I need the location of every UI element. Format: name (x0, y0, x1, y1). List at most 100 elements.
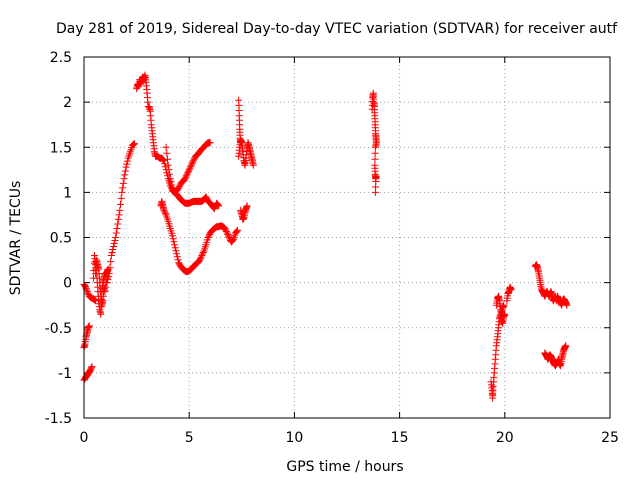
data-point (233, 227, 241, 235)
data-point (112, 234, 120, 241)
data-point (101, 288, 109, 296)
data-point (190, 155, 198, 163)
data-point (187, 161, 195, 169)
data-point (160, 206, 168, 214)
data-point (183, 170, 191, 178)
data-point (120, 175, 128, 183)
data-point (97, 310, 105, 318)
data-point (166, 170, 174, 178)
data-point (168, 184, 176, 192)
data-point (202, 193, 210, 201)
data-point (172, 247, 180, 255)
data-point (162, 143, 170, 151)
data-point (221, 225, 229, 232)
data-point (173, 250, 181, 258)
data-point (199, 250, 206, 258)
data-point (112, 229, 120, 237)
data-point (189, 158, 197, 166)
x-tick-label: 0 (80, 430, 89, 446)
data-point (196, 256, 204, 264)
data-point (171, 241, 178, 249)
data-point (159, 156, 167, 164)
data-point (168, 181, 176, 189)
data-point (174, 256, 182, 264)
data-point (131, 140, 138, 148)
data-point (105, 270, 113, 278)
data-point (224, 231, 232, 238)
data-point (115, 211, 123, 219)
y-tick-label: 2 (63, 95, 72, 111)
data-point (161, 209, 169, 217)
data-point (164, 155, 171, 163)
data-point (106, 264, 114, 272)
y-tick-label: 0.5 (50, 231, 72, 247)
data-point (88, 363, 96, 371)
data-point (105, 273, 112, 281)
y-tick-label: 1 (63, 185, 72, 201)
data-point (371, 188, 379, 196)
data-point (196, 255, 204, 263)
data-point (121, 167, 129, 175)
x-tick-label: 5 (185, 430, 194, 446)
data-point (205, 232, 213, 240)
data-point (222, 226, 230, 234)
data-point (186, 164, 194, 172)
data-point (91, 296, 99, 304)
data-point (83, 288, 91, 296)
data-point (165, 166, 173, 174)
data-point (107, 252, 115, 259)
data-point (507, 286, 515, 294)
data-point (163, 149, 171, 157)
data-point (129, 141, 137, 149)
data-point (85, 368, 93, 376)
data-point (210, 205, 218, 213)
data-point (234, 226, 242, 234)
data-point (168, 232, 176, 240)
data-point (500, 301, 508, 309)
y-tick-label: -1.5 (45, 411, 72, 427)
y-tick-label: 2.5 (50, 50, 72, 66)
data-point (161, 208, 169, 216)
grid-lines (84, 57, 610, 418)
data-point (85, 322, 93, 330)
data-point (185, 166, 193, 174)
data-point (161, 160, 169, 168)
data-point (197, 253, 205, 261)
data-point (223, 229, 231, 237)
data-point (214, 201, 222, 209)
data-point (225, 232, 232, 240)
data-point (237, 139, 245, 147)
data-point (170, 238, 178, 246)
data-point (198, 252, 206, 259)
data-points (80, 71, 571, 402)
data-point (160, 157, 168, 165)
data-point (90, 296, 98, 303)
data-point (232, 228, 240, 236)
data-point (184, 169, 192, 177)
data-point (130, 140, 138, 148)
data-point (116, 206, 124, 214)
y-axis-label: SDTVAR / TECUs (8, 181, 24, 296)
data-point (175, 184, 183, 192)
data-point (166, 175, 174, 183)
data-point (563, 301, 571, 309)
data-point (123, 160, 131, 168)
data-point (371, 143, 379, 151)
data-point (114, 215, 122, 223)
data-point (104, 265, 112, 273)
chart-title: Day 281 of 2019, Sidereal Day-to-day VTE… (56, 21, 618, 37)
data-point (167, 178, 175, 186)
y-tick-label: 1.5 (50, 140, 72, 156)
data-point (204, 234, 212, 241)
data-point (103, 279, 111, 287)
data-point (122, 163, 130, 171)
data-point (104, 276, 112, 284)
data-point (215, 202, 223, 210)
data-point (110, 243, 117, 250)
data-point (182, 172, 190, 180)
y-tick-label: 0 (63, 276, 72, 292)
data-point (171, 244, 179, 252)
data-point (113, 225, 121, 232)
